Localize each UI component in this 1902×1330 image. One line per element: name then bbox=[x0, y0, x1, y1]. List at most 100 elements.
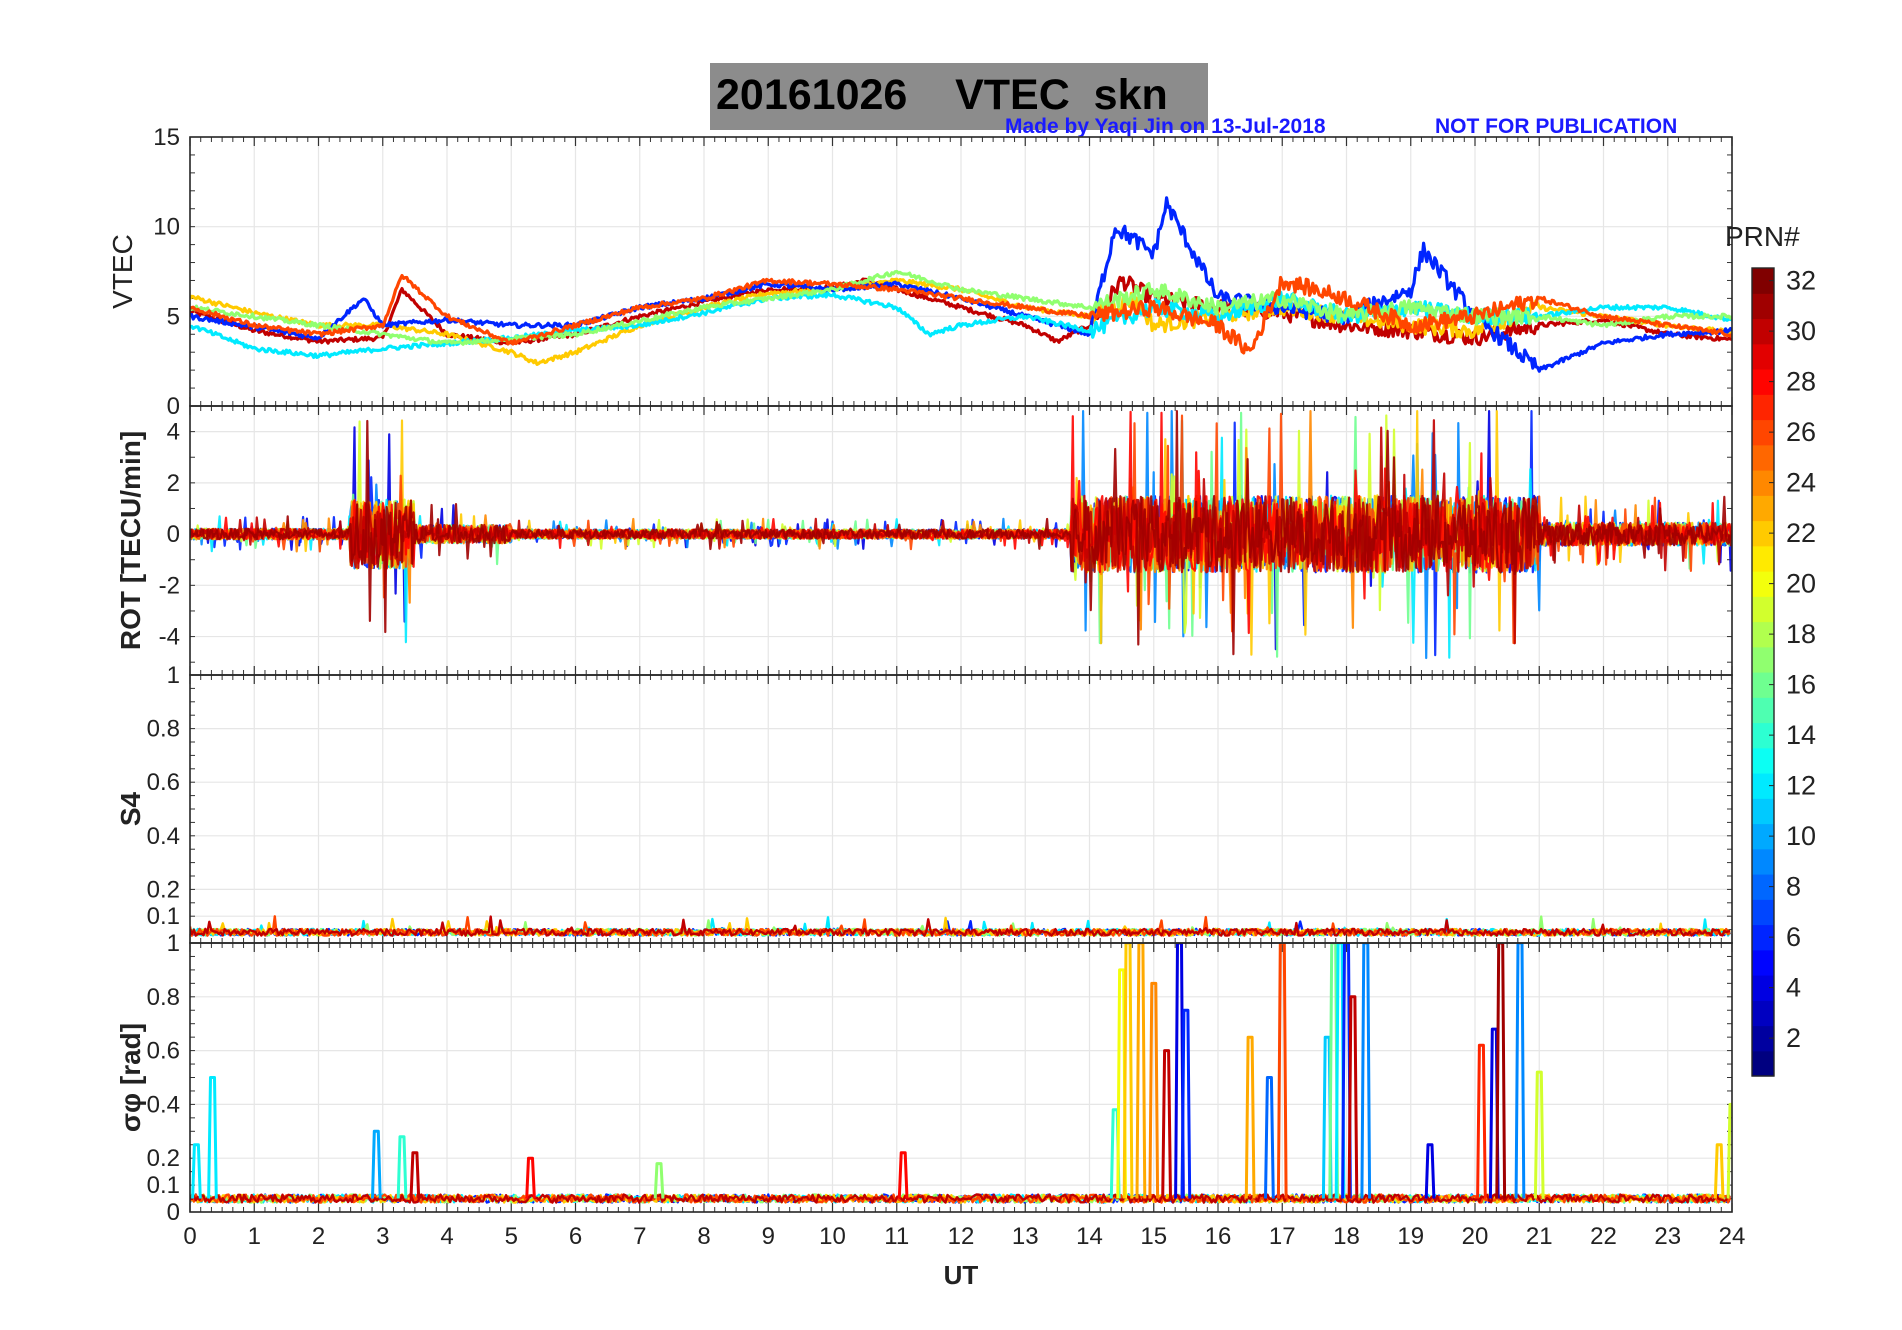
colorbar-swatch bbox=[1752, 697, 1774, 724]
colorbar-tick-label: 6 bbox=[1786, 922, 1801, 952]
x-tick-label: 13 bbox=[1012, 1223, 1039, 1250]
sigma-spike bbox=[1244, 1035, 1256, 1199]
colorbar-tick-label: 10 bbox=[1786, 821, 1816, 851]
sigma-spike bbox=[1122, 943, 1134, 1199]
y-tick-label: 5 bbox=[167, 303, 180, 330]
colorbar-swatch bbox=[1752, 545, 1774, 572]
colorbar-label: PRN# bbox=[1725, 221, 1800, 252]
colorbar-swatch bbox=[1752, 571, 1774, 597]
colorbar-swatch bbox=[1752, 949, 1774, 976]
title-box bbox=[710, 63, 1208, 130]
y-axis-label: ROT [TECU/min] bbox=[115, 431, 146, 650]
colorbar-tick-label: 4 bbox=[1786, 973, 1801, 1003]
x-tick-label: 14 bbox=[1076, 1223, 1103, 1250]
colorbar-tick-label: 12 bbox=[1786, 771, 1816, 801]
panel-s4: 0.10.2 0.4 0.6 0.8 1 S4 bbox=[115, 662, 1733, 944]
y-tick-label: 0.1 bbox=[147, 903, 180, 930]
x-tick-label: 10 bbox=[819, 1223, 846, 1250]
y-tick-label: 0 bbox=[167, 521, 180, 548]
sigma-spike bbox=[653, 1162, 665, 1199]
y-tick-label: 0.4 bbox=[147, 823, 180, 850]
sigma-spike bbox=[1713, 1143, 1725, 1199]
colorbar-swatch bbox=[1752, 495, 1774, 522]
panel-frame bbox=[189, 942, 1733, 1213]
colorbar-tick-label: 32 bbox=[1786, 266, 1816, 296]
x-tick-label: 8 bbox=[697, 1223, 710, 1250]
colorbar-tick-label: 22 bbox=[1786, 518, 1816, 548]
y-tick-label: 0.2 bbox=[147, 1145, 180, 1172]
colorbar-swatch bbox=[1752, 823, 1774, 850]
x-tick-label: 0 bbox=[183, 1223, 196, 1250]
colorbar-tick-label: 16 bbox=[1786, 670, 1816, 700]
panel-rot: -4 -2 0 2 4 ROT [TECU/min] bbox=[115, 405, 1733, 675]
colorbar-swatch bbox=[1752, 874, 1774, 900]
colorbar-swatch bbox=[1752, 394, 1774, 421]
y-tick-label: 1 bbox=[167, 662, 180, 689]
colorbar-tick-label: 30 bbox=[1786, 316, 1816, 346]
sigma-spike bbox=[1264, 1076, 1275, 1199]
panel-vtec: 0 5 10 15 VTEC bbox=[107, 124, 1733, 420]
y-tick-label: 0.6 bbox=[147, 1038, 180, 1065]
x-tick-label: 24 bbox=[1719, 1223, 1746, 1250]
colorbar-swatch bbox=[1752, 848, 1774, 875]
x-tick-label: 22 bbox=[1590, 1223, 1617, 1250]
sigma-spike bbox=[1726, 1102, 1732, 1199]
rot-series-group bbox=[190, 410, 1732, 660]
x-tick-label: 2 bbox=[312, 1223, 325, 1250]
x-tick-label: 5 bbox=[505, 1223, 518, 1250]
x-tick-label: 9 bbox=[762, 1223, 775, 1250]
colorbar-swatch bbox=[1752, 672, 1774, 698]
y-tick-label: 0 bbox=[167, 1199, 180, 1226]
x-tick-label: 23 bbox=[1654, 1223, 1681, 1250]
figure-title: 20161026 VTEC skn bbox=[716, 71, 1168, 119]
x-tick-label: 15 bbox=[1140, 1223, 1167, 1250]
y-tick-label: 0.6 bbox=[147, 769, 180, 796]
sigma-spike bbox=[1276, 943, 1288, 1199]
x-tick-label: 1 bbox=[248, 1223, 261, 1250]
x-tick-label: 4 bbox=[440, 1223, 453, 1250]
colorbar-swatch bbox=[1752, 975, 1774, 1001]
colorbar-tick-label: 18 bbox=[1786, 619, 1816, 649]
colorbar-swatch bbox=[1752, 621, 1774, 648]
s4-series-line bbox=[190, 915, 1731, 937]
x-tick-label: 21 bbox=[1526, 1223, 1553, 1250]
colorbar-swatch bbox=[1752, 318, 1774, 345]
y-tick-label: 15 bbox=[153, 124, 180, 151]
colorbar-tick-label: 2 bbox=[1786, 1023, 1801, 1053]
y-axis-label: VTEC bbox=[107, 234, 138, 309]
colorbar-swatch bbox=[1752, 798, 1774, 825]
x-tick-label: 11 bbox=[884, 1223, 909, 1250]
vtec-series-line bbox=[190, 274, 1732, 355]
y-tick-label: 0.1 bbox=[147, 1172, 180, 1199]
sigma-spike bbox=[371, 1129, 382, 1199]
y-tick-label: 0.2 bbox=[147, 876, 180, 903]
sigma-spike bbox=[1533, 1070, 1545, 1199]
colorbar-swatch bbox=[1752, 722, 1774, 749]
colorbar-tick-label: 24 bbox=[1786, 468, 1816, 498]
x-tick-label: 17 bbox=[1269, 1223, 1296, 1250]
x-tick-label: 19 bbox=[1397, 1223, 1424, 1250]
colorbar-swatch bbox=[1752, 747, 1774, 774]
x-tick-label: 16 bbox=[1205, 1223, 1232, 1250]
sigma-baseline-line bbox=[190, 1193, 1732, 1204]
y-tick-label: 2 bbox=[167, 470, 180, 497]
sigma-spike bbox=[191, 1143, 202, 1199]
sigma-spike bbox=[1180, 1008, 1192, 1199]
colorbar-swatch bbox=[1752, 646, 1774, 673]
x-tick-label: 12 bbox=[948, 1223, 975, 1250]
y-tick-label: 1 bbox=[167, 930, 180, 957]
rot-series-line bbox=[190, 410, 1732, 656]
x-tick-label: 18 bbox=[1333, 1223, 1360, 1250]
x-tick-label: 3 bbox=[376, 1223, 389, 1250]
colorbar-swatch bbox=[1752, 293, 1774, 320]
sigma-spike bbox=[1347, 995, 1359, 1199]
y-tick-label: -2 bbox=[159, 572, 180, 599]
sigma-spike bbox=[1495, 943, 1507, 1199]
x-axis-label: UT bbox=[944, 1260, 979, 1290]
sigma-spike bbox=[207, 1076, 218, 1199]
sigma-spike bbox=[1135, 943, 1147, 1199]
y-tick-label: 4 bbox=[167, 419, 180, 446]
y-tick-label: 0 bbox=[167, 393, 180, 420]
